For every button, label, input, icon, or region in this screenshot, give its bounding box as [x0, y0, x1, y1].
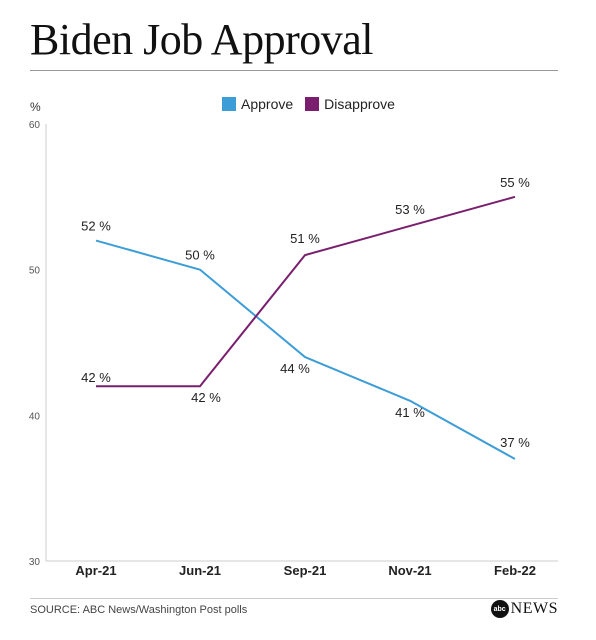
- legend-item-disapprove: Disapprove: [305, 96, 395, 112]
- x-tick-label: Apr-21: [75, 563, 116, 578]
- data-label-approve: 37 %: [500, 435, 530, 450]
- abc-logo-icon: abc: [490, 600, 509, 618]
- title-divider: [30, 70, 558, 71]
- data-label-approve: 44 %: [280, 361, 310, 376]
- x-tick-label: Sep-21: [284, 563, 327, 578]
- y-tick-label: 50: [29, 266, 41, 277]
- legend-item-approve: Approve: [222, 96, 293, 112]
- x-tick-label: Nov-21: [388, 563, 431, 578]
- legend-swatch-approve: [222, 97, 236, 111]
- page-title: Biden Job Approval: [30, 15, 373, 64]
- source-note: SOURCE: ABC News/Washington Post polls: [30, 604, 248, 616]
- data-label-disapprove: 53 %: [395, 202, 425, 217]
- data-label-disapprove: 42 %: [81, 370, 111, 385]
- x-tick-label: Jun-21: [179, 563, 221, 578]
- x-tick-label: Feb-22: [494, 563, 536, 578]
- data-label-disapprove: 51 %: [290, 231, 320, 246]
- abc-news-logo: abc NEWS: [490, 600, 558, 618]
- legend-label-disapprove: Disapprove: [324, 96, 395, 112]
- series-line-disapprove: [96, 195, 516, 388]
- y-axis-unit-label: %: [30, 100, 41, 114]
- y-tick-label: 40: [29, 411, 41, 422]
- data-label-disapprove: 42 %: [191, 390, 221, 405]
- series-line-approve: [95, 239, 516, 460]
- legend-swatch-disapprove: [305, 97, 320, 111]
- data-label-approve: 50 %: [185, 248, 215, 263]
- data-label-disapprove: 55 %: [500, 175, 530, 190]
- data-label-approve: 41 %: [395, 405, 425, 420]
- y-tick-label: 60: [29, 120, 41, 131]
- legend-label-approve: Approve: [241, 96, 294, 112]
- footer-divider: [30, 598, 558, 599]
- y-tick-label: 30: [29, 557, 41, 568]
- data-label-approve: 52 %: [81, 219, 111, 234]
- abc-logo-text: NEWS: [510, 600, 558, 617]
- chart-legend: Approve Disapprove: [222, 96, 407, 112]
